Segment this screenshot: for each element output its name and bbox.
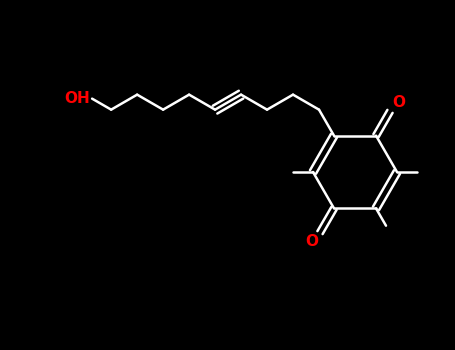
Text: O: O: [305, 233, 318, 248]
Text: OH: OH: [64, 91, 90, 106]
Text: O: O: [392, 96, 405, 110]
